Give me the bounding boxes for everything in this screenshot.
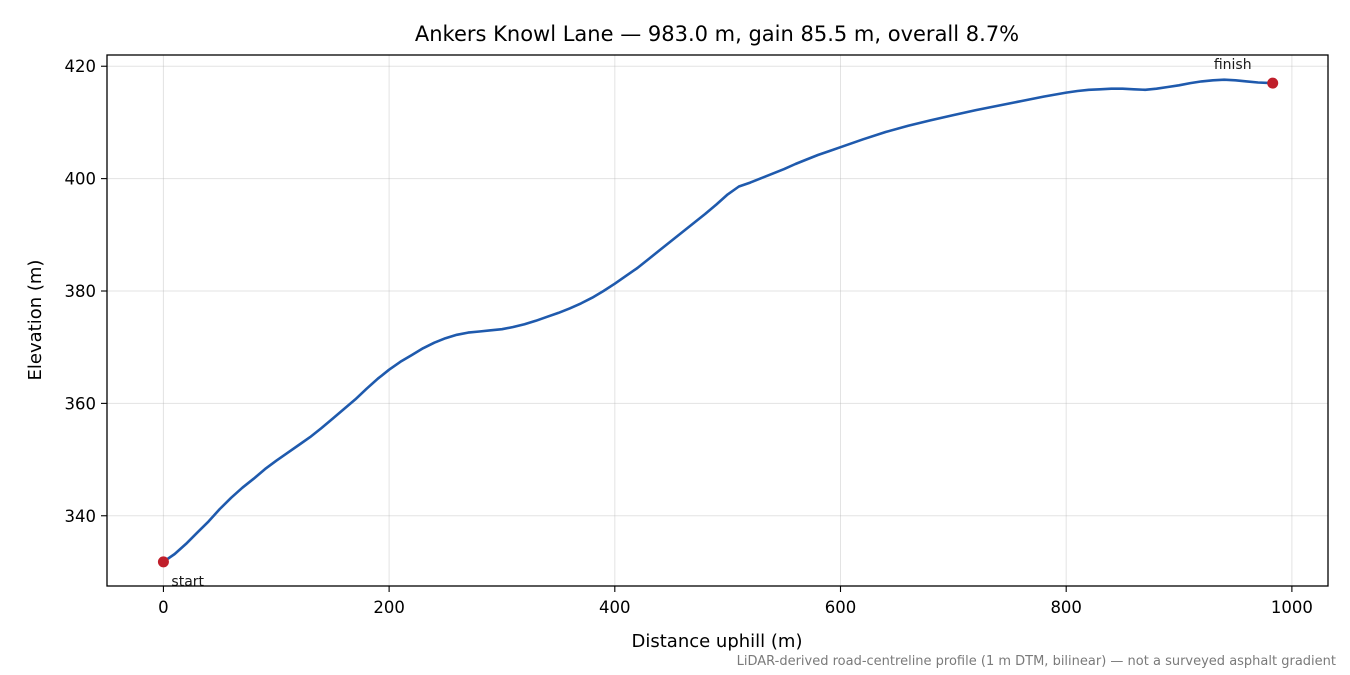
start-label: start: [171, 574, 204, 590]
y-tick-label: 360: [65, 394, 97, 413]
x-tick-label: 1000: [1271, 598, 1313, 617]
finish-marker: [1267, 77, 1279, 89]
series-layer: [162, 78, 1274, 564]
grid-lines: [107, 55, 1328, 586]
footnote: LiDAR-derived road-centreline profile (1…: [737, 654, 1336, 669]
y-tick-label: 380: [65, 282, 97, 301]
x-axis-label: Distance uphill (m): [632, 631, 803, 652]
chart-title: Ankers Knowl Lane — 983.0 m, gain 85.5 m…: [415, 22, 1019, 46]
marker-layer: start finish: [157, 57, 1279, 590]
start-marker: [157, 556, 169, 568]
elevation-profile-line: [162, 78, 1274, 564]
x-tick-label: 600: [825, 598, 857, 617]
x-tick-label: 800: [1050, 598, 1082, 617]
x-tick-label: 200: [373, 598, 405, 617]
x-tick-label: 0: [158, 598, 169, 617]
axis-ticks: 0 200 400 600 800 1000 340 360 380 400 420: [65, 57, 1313, 617]
x-tick-label: 400: [599, 598, 631, 617]
y-axis-label: Elevation (m): [25, 260, 46, 381]
plot-frame: [106, 54, 1329, 587]
y-tick-label: 420: [65, 57, 97, 76]
y-tick-label: 400: [65, 170, 97, 189]
y-tick-label: 340: [65, 507, 97, 526]
finish-label: finish: [1214, 57, 1252, 73]
